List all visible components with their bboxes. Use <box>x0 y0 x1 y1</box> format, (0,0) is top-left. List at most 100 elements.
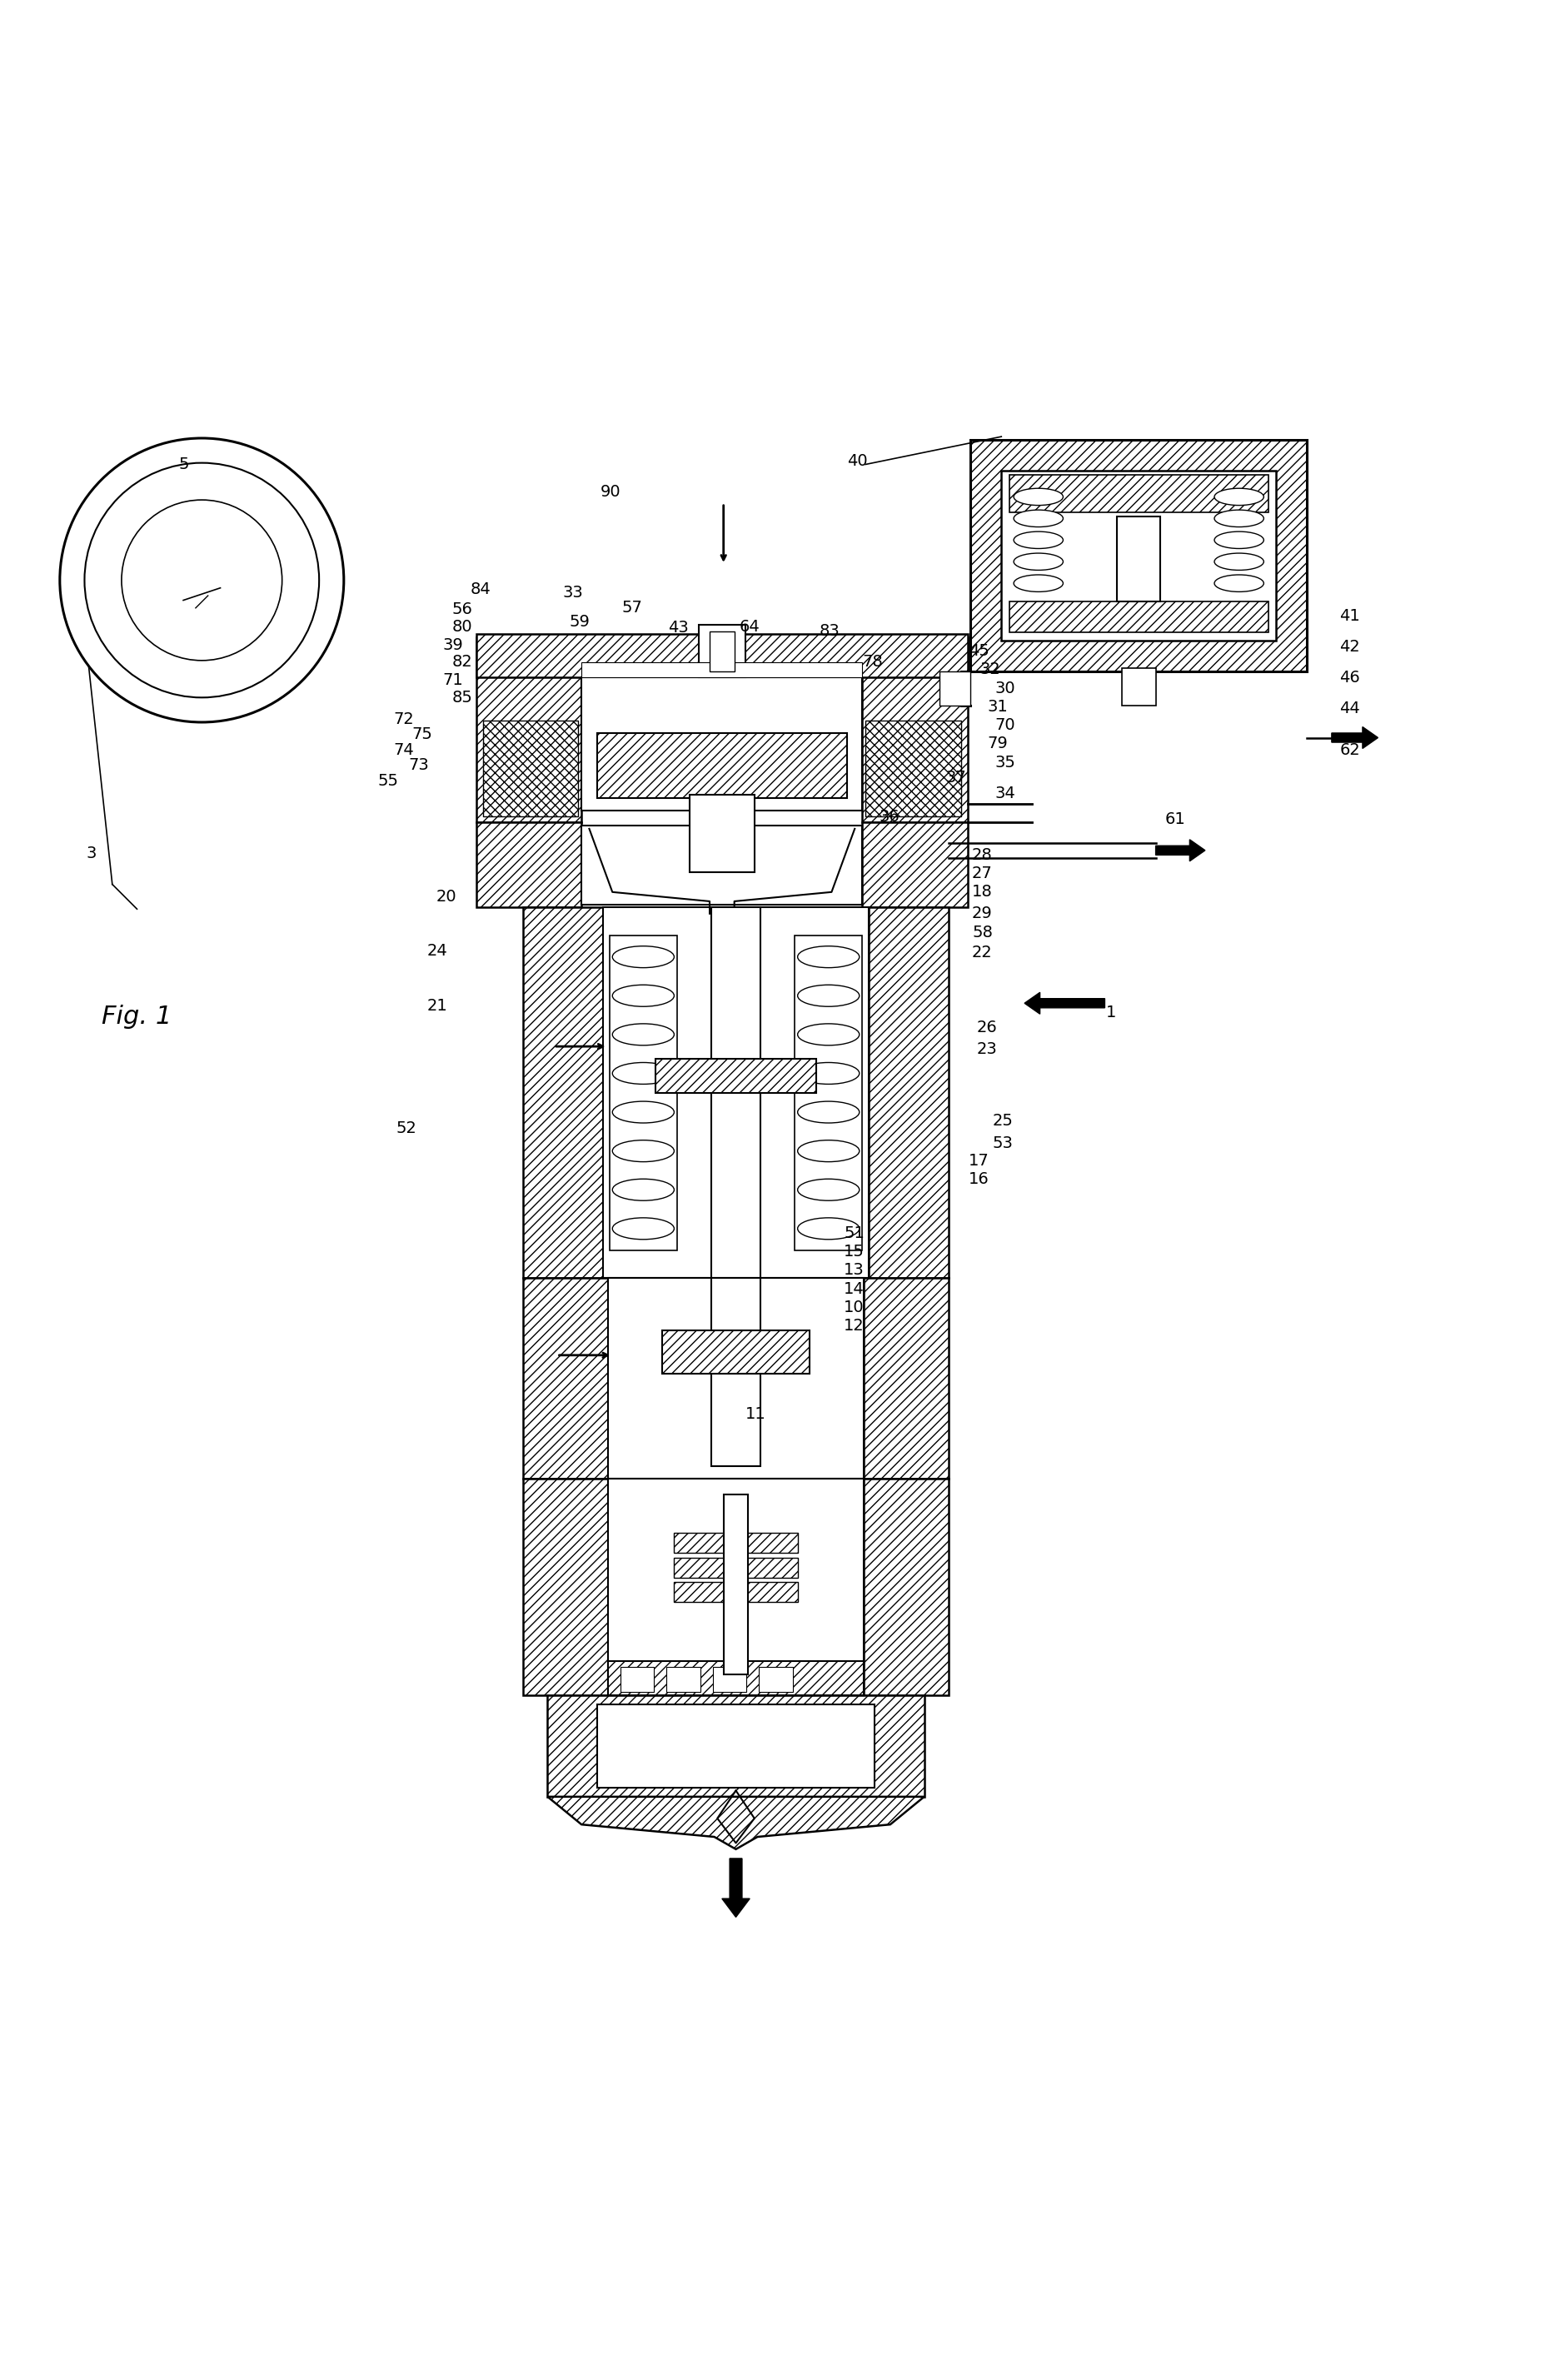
Text: 13: 13 <box>844 1261 864 1278</box>
Bar <box>655 1059 816 1092</box>
Ellipse shape <box>797 1023 859 1045</box>
Text: 15: 15 <box>844 1245 864 1259</box>
Text: 52: 52 <box>396 1121 417 1135</box>
Bar <box>794 935 862 1250</box>
Text: 18: 18 <box>972 883 992 900</box>
Text: Fig. 1: Fig. 1 <box>102 1004 171 1028</box>
Ellipse shape <box>612 1023 674 1045</box>
Bar <box>674 1583 797 1602</box>
Bar <box>709 631 734 671</box>
Text: 31: 31 <box>987 700 1007 714</box>
Ellipse shape <box>1014 531 1063 547</box>
Bar <box>620 1666 654 1692</box>
Text: 84: 84 <box>470 581 491 597</box>
Text: 51: 51 <box>844 1226 864 1240</box>
Bar <box>476 633 967 678</box>
Bar <box>970 440 1306 671</box>
Text: 35: 35 <box>995 754 1015 771</box>
Text: 46: 46 <box>1338 669 1360 685</box>
Bar <box>547 1695 924 1797</box>
Ellipse shape <box>612 1102 674 1123</box>
Text: 26: 26 <box>976 1021 997 1035</box>
Text: 39: 39 <box>442 638 464 652</box>
Text: 70: 70 <box>995 716 1015 733</box>
FancyArrow shape <box>1330 726 1377 747</box>
Text: 20: 20 <box>436 888 457 904</box>
Text: 74: 74 <box>392 743 414 757</box>
Text: 58: 58 <box>972 923 992 940</box>
Text: 11: 11 <box>745 1407 765 1421</box>
Text: 37: 37 <box>946 769 966 785</box>
Circle shape <box>60 438 343 721</box>
Text: 30: 30 <box>995 681 1015 697</box>
FancyArrow shape <box>722 1859 749 1918</box>
Bar <box>522 1278 607 1478</box>
Bar <box>609 935 677 1250</box>
Bar <box>711 1278 760 1466</box>
Bar <box>674 1557 797 1578</box>
Text: 1: 1 <box>1106 1004 1115 1021</box>
Ellipse shape <box>612 1178 674 1200</box>
Ellipse shape <box>1214 531 1264 547</box>
Bar <box>607 1278 864 1478</box>
Text: 27: 27 <box>972 866 992 881</box>
Bar <box>674 1533 797 1552</box>
Bar <box>868 907 949 1278</box>
Ellipse shape <box>797 1140 859 1161</box>
Bar <box>482 721 578 816</box>
Text: 82: 82 <box>451 655 473 669</box>
Bar <box>723 1495 748 1676</box>
Bar <box>862 638 967 823</box>
Text: 28: 28 <box>972 847 992 864</box>
Bar <box>476 638 581 823</box>
Text: 45: 45 <box>969 643 989 659</box>
Bar <box>1001 471 1276 640</box>
Text: 12: 12 <box>844 1319 864 1333</box>
Text: 14: 14 <box>844 1280 864 1297</box>
Bar <box>522 1478 607 1695</box>
Bar <box>596 733 847 797</box>
Ellipse shape <box>612 947 674 969</box>
Text: 24: 24 <box>426 942 448 959</box>
Bar <box>1117 516 1160 602</box>
Bar <box>864 1478 949 1695</box>
Bar <box>607 1478 864 1695</box>
Text: 90: 90 <box>599 483 620 500</box>
Text: 21: 21 <box>426 997 448 1014</box>
Bar <box>939 671 970 704</box>
Bar <box>864 1278 949 1478</box>
Ellipse shape <box>797 947 859 969</box>
Text: 79: 79 <box>987 735 1007 752</box>
Bar <box>581 662 862 678</box>
Bar <box>712 1666 746 1692</box>
Text: 44: 44 <box>1338 700 1360 716</box>
Text: 3: 3 <box>87 845 96 862</box>
Ellipse shape <box>797 1219 859 1240</box>
Bar <box>522 907 603 1278</box>
Bar <box>689 795 754 871</box>
Text: 61: 61 <box>1165 812 1185 828</box>
Bar <box>603 907 868 1278</box>
Text: 78: 78 <box>862 655 882 669</box>
Bar <box>1009 476 1268 512</box>
Bar <box>581 678 862 809</box>
Ellipse shape <box>1014 509 1063 526</box>
Ellipse shape <box>1014 576 1063 593</box>
Ellipse shape <box>1214 552 1264 571</box>
Text: 75: 75 <box>411 726 433 743</box>
Bar <box>596 1704 874 1787</box>
Bar <box>661 1330 810 1373</box>
Text: 25: 25 <box>992 1111 1012 1128</box>
Text: 10: 10 <box>844 1299 864 1316</box>
Ellipse shape <box>1014 552 1063 571</box>
Bar <box>759 1666 793 1692</box>
Bar <box>1009 602 1268 633</box>
Ellipse shape <box>1214 488 1264 505</box>
Text: 5: 5 <box>179 457 188 471</box>
Ellipse shape <box>612 1140 674 1161</box>
Text: 36: 36 <box>879 809 899 823</box>
Text: 33: 33 <box>562 585 584 600</box>
Text: 59: 59 <box>569 614 590 631</box>
Ellipse shape <box>612 985 674 1007</box>
Bar <box>698 626 745 678</box>
